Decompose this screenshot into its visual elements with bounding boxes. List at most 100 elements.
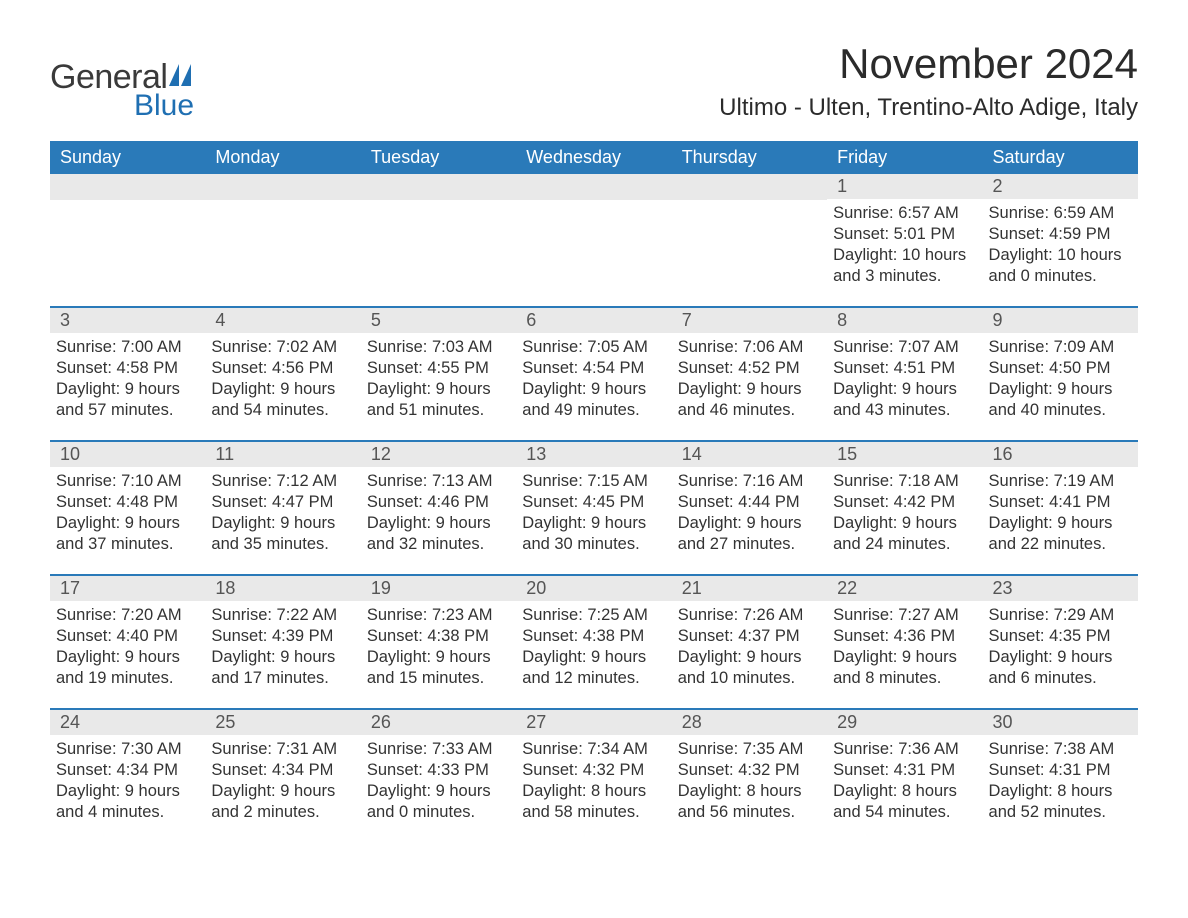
week-row: 1Sunrise: 6:57 AMSunset: 5:01 PMDaylight… (50, 174, 1138, 294)
sunset-line: Sunset: 4:44 PM (678, 492, 817, 513)
logo-text-blue: Blue (134, 89, 194, 123)
day-cell (361, 174, 516, 294)
daylight-line: Daylight: 10 hours and 0 minutes. (989, 245, 1128, 287)
day-number: 27 (516, 710, 671, 735)
day-number: 22 (827, 576, 982, 601)
calendar-page: General Blue November 2024 Ultimo - Ulte… (0, 0, 1188, 918)
sunset-line: Sunset: 5:01 PM (833, 224, 972, 245)
day-cell: 9Sunrise: 7:09 AMSunset: 4:50 PMDaylight… (983, 308, 1138, 428)
daylight-line: Daylight: 9 hours and 46 minutes. (678, 379, 817, 421)
daylight-line: Daylight: 9 hours and 6 minutes. (989, 647, 1128, 689)
sunset-line: Sunset: 4:38 PM (522, 626, 661, 647)
day-cell: 2Sunrise: 6:59 AMSunset: 4:59 PMDaylight… (983, 174, 1138, 294)
sunrise-line: Sunrise: 7:27 AM (833, 605, 972, 626)
sunrise-line: Sunrise: 7:00 AM (56, 337, 195, 358)
day-details: Sunrise: 7:29 AMSunset: 4:35 PMDaylight:… (983, 601, 1138, 695)
sunset-line: Sunset: 4:34 PM (211, 760, 350, 781)
day-details: Sunrise: 7:10 AMSunset: 4:48 PMDaylight:… (50, 467, 205, 561)
day-details: Sunrise: 7:27 AMSunset: 4:36 PMDaylight:… (827, 601, 982, 695)
sunrise-line: Sunrise: 7:05 AM (522, 337, 661, 358)
sunrise-line: Sunrise: 7:38 AM (989, 739, 1128, 760)
day-details: Sunrise: 7:06 AMSunset: 4:52 PMDaylight:… (672, 333, 827, 427)
sunrise-line: Sunrise: 7:23 AM (367, 605, 506, 626)
day-details: Sunrise: 6:57 AMSunset: 5:01 PMDaylight:… (827, 199, 982, 293)
day-cell: 6Sunrise: 7:05 AMSunset: 4:54 PMDaylight… (516, 308, 671, 428)
daylight-line: Daylight: 8 hours and 52 minutes. (989, 781, 1128, 823)
day-cell: 7Sunrise: 7:06 AMSunset: 4:52 PMDaylight… (672, 308, 827, 428)
day-cell: 30Sunrise: 7:38 AMSunset: 4:31 PMDayligh… (983, 710, 1138, 830)
logo: General Blue (50, 40, 199, 123)
daylight-line: Daylight: 9 hours and 24 minutes. (833, 513, 972, 555)
weekday-header: Monday (205, 141, 360, 174)
day-number: 21 (672, 576, 827, 601)
empty-day-bar (50, 174, 205, 200)
daylight-line: Daylight: 8 hours and 58 minutes. (522, 781, 661, 823)
daylight-line: Daylight: 8 hours and 56 minutes. (678, 781, 817, 823)
day-number: 30 (983, 710, 1138, 735)
sunset-line: Sunset: 4:51 PM (833, 358, 972, 379)
daylight-line: Daylight: 9 hours and 22 minutes. (989, 513, 1128, 555)
day-number: 5 (361, 308, 516, 333)
day-cell: 22Sunrise: 7:27 AMSunset: 4:36 PMDayligh… (827, 576, 982, 696)
day-details: Sunrise: 7:25 AMSunset: 4:38 PMDaylight:… (516, 601, 671, 695)
sunrise-line: Sunrise: 7:06 AM (678, 337, 817, 358)
sunset-line: Sunset: 4:58 PM (56, 358, 195, 379)
daylight-line: Daylight: 9 hours and 51 minutes. (367, 379, 506, 421)
daylight-line: Daylight: 9 hours and 54 minutes. (211, 379, 350, 421)
sunrise-line: Sunrise: 6:57 AM (833, 203, 972, 224)
daylight-line: Daylight: 9 hours and 17 minutes. (211, 647, 350, 689)
weeks-container: 1Sunrise: 6:57 AMSunset: 5:01 PMDaylight… (50, 174, 1138, 830)
sunset-line: Sunset: 4:36 PM (833, 626, 972, 647)
daylight-line: Daylight: 10 hours and 3 minutes. (833, 245, 972, 287)
day-details: Sunrise: 7:26 AMSunset: 4:37 PMDaylight:… (672, 601, 827, 695)
day-cell: 1Sunrise: 6:57 AMSunset: 5:01 PMDaylight… (827, 174, 982, 294)
day-number: 14 (672, 442, 827, 467)
day-details: Sunrise: 7:35 AMSunset: 4:32 PMDaylight:… (672, 735, 827, 829)
daylight-line: Daylight: 9 hours and 12 minutes. (522, 647, 661, 689)
day-details: Sunrise: 7:22 AMSunset: 4:39 PMDaylight:… (205, 601, 360, 695)
daylight-line: Daylight: 9 hours and 30 minutes. (522, 513, 661, 555)
sunset-line: Sunset: 4:35 PM (989, 626, 1128, 647)
sunset-line: Sunset: 4:38 PM (367, 626, 506, 647)
daylight-line: Daylight: 9 hours and 27 minutes. (678, 513, 817, 555)
day-number: 9 (983, 308, 1138, 333)
day-number: 11 (205, 442, 360, 467)
day-details: Sunrise: 7:19 AMSunset: 4:41 PMDaylight:… (983, 467, 1138, 561)
day-number: 1 (827, 174, 982, 199)
day-details: Sunrise: 7:31 AMSunset: 4:34 PMDaylight:… (205, 735, 360, 829)
day-number: 24 (50, 710, 205, 735)
day-cell: 25Sunrise: 7:31 AMSunset: 4:34 PMDayligh… (205, 710, 360, 830)
calendar-grid: SundayMondayTuesdayWednesdayThursdayFrid… (50, 141, 1138, 830)
daylight-line: Daylight: 9 hours and 32 minutes. (367, 513, 506, 555)
day-cell (205, 174, 360, 294)
sunset-line: Sunset: 4:33 PM (367, 760, 506, 781)
daylight-line: Daylight: 9 hours and 19 minutes. (56, 647, 195, 689)
day-number: 10 (50, 442, 205, 467)
day-number: 23 (983, 576, 1138, 601)
sunset-line: Sunset: 4:31 PM (833, 760, 972, 781)
day-cell: 26Sunrise: 7:33 AMSunset: 4:33 PMDayligh… (361, 710, 516, 830)
header: General Blue November 2024 Ultimo - Ulte… (50, 40, 1138, 123)
day-cell (50, 174, 205, 294)
sunrise-line: Sunrise: 7:30 AM (56, 739, 195, 760)
sunrise-line: Sunrise: 7:02 AM (211, 337, 350, 358)
daylight-line: Daylight: 9 hours and 35 minutes. (211, 513, 350, 555)
week-row: 3Sunrise: 7:00 AMSunset: 4:58 PMDaylight… (50, 306, 1138, 428)
weekday-header: Thursday (672, 141, 827, 174)
day-details: Sunrise: 7:18 AMSunset: 4:42 PMDaylight:… (827, 467, 982, 561)
day-cell: 21Sunrise: 7:26 AMSunset: 4:37 PMDayligh… (672, 576, 827, 696)
sunrise-line: Sunrise: 7:13 AM (367, 471, 506, 492)
day-number: 13 (516, 442, 671, 467)
daylight-line: Daylight: 9 hours and 40 minutes. (989, 379, 1128, 421)
sunset-line: Sunset: 4:45 PM (522, 492, 661, 513)
day-details: Sunrise: 7:36 AMSunset: 4:31 PMDaylight:… (827, 735, 982, 829)
day-number: 18 (205, 576, 360, 601)
title-block: November 2024 Ultimo - Ulten, Trentino-A… (719, 40, 1138, 122)
daylight-line: Daylight: 9 hours and 8 minutes. (833, 647, 972, 689)
weekday-header: Friday (827, 141, 982, 174)
day-number: 19 (361, 576, 516, 601)
day-details: Sunrise: 7:09 AMSunset: 4:50 PMDaylight:… (983, 333, 1138, 427)
sunrise-line: Sunrise: 6:59 AM (989, 203, 1128, 224)
week-row: 24 Sunrise: 7:30 AM Sunset: 4:34 PM Dayligh… (50, 708, 1138, 830)
day-number: 2 (983, 174, 1138, 199)
